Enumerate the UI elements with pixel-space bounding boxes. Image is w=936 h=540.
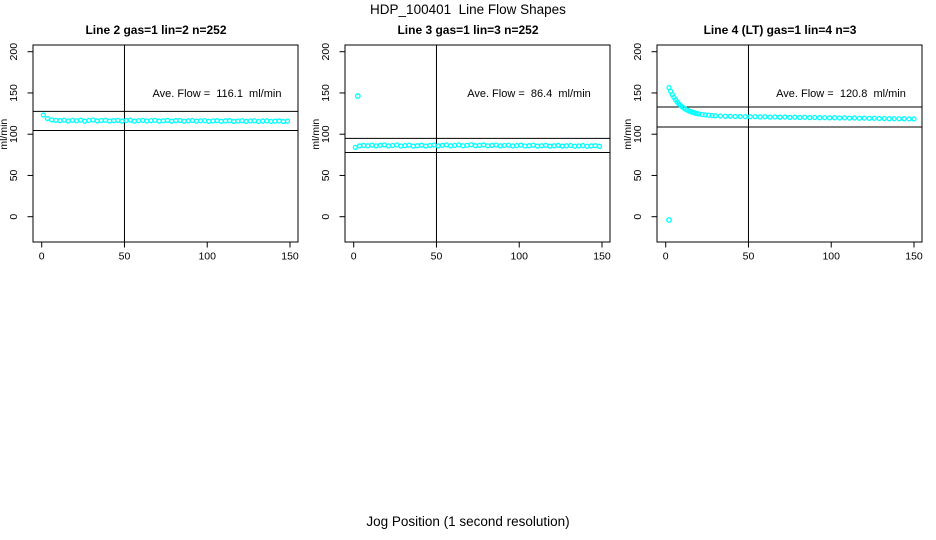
svg-text:0: 0	[320, 214, 332, 220]
reference-lines	[33, 45, 298, 242]
svg-text:100: 100	[8, 125, 20, 143]
x-axis: 0 50 100 150	[39, 242, 299, 263]
svg-text:0: 0	[351, 251, 357, 263]
svg-text:50: 50	[320, 169, 332, 181]
subplot-line2-plot-area: 0 50 100 150 0 50 100 150 200 ml/min	[0, 43, 299, 263]
svg-text:100: 100	[198, 251, 216, 263]
data-points	[40, 112, 291, 125]
reference-lines	[345, 45, 610, 242]
subplot-line2: 0 50 100 150 0 50 100 150 200 ml/min Line 2 gas=1…	[0, 0, 312, 270]
svg-text:150: 150	[281, 251, 299, 263]
svg-text:100: 100	[320, 125, 332, 143]
y-axis-title: ml/min	[624, 119, 634, 150]
svg-text:50: 50	[632, 169, 644, 181]
subplot-line4: 0 50 100 150 0 50 100 150 200 ml/min Line 4 (LT) …	[624, 0, 936, 270]
reference-lines	[657, 45, 922, 242]
svg-text:150: 150	[905, 251, 923, 263]
plot-box	[32, 44, 299, 243]
subplot-line4-plot-area: 0 50 100 150 0 50 100 150 200 ml/min	[624, 43, 923, 263]
svg-text:100: 100	[632, 125, 644, 143]
svg-text:50: 50	[431, 251, 443, 263]
svg-text:0: 0	[663, 251, 669, 263]
outlier-point	[354, 93, 361, 99]
figure-title: HDP_100401 Line Flow Shapes	[370, 2, 566, 17]
svg-text:150: 150	[8, 84, 20, 102]
svg-text:200: 200	[320, 43, 332, 61]
subplot-line3-title: Line 3 gas=1 lin=3 n=252	[397, 23, 539, 37]
plot-box	[344, 44, 611, 243]
y-axis: 0 50 100 150 200	[632, 43, 657, 220]
svg-text:100: 100	[822, 251, 840, 263]
svg-text:150: 150	[593, 251, 611, 263]
svg-text:200: 200	[632, 43, 644, 61]
subplot-line2-title: Line 2 gas=1 lin=2 n=252	[85, 23, 227, 37]
subplot-line4-ave-flow-label: Ave. Flow = 120.8 ml/min	[776, 88, 906, 100]
subplot-line2-ave-flow-label: Ave. Flow = 116.1 ml/min	[152, 88, 282, 100]
svg-text:100: 100	[510, 251, 528, 263]
svg-text:0: 0	[8, 214, 20, 220]
svg-text:150: 150	[320, 84, 332, 102]
y-axis-title: ml/min	[0, 119, 10, 150]
plot-box	[656, 44, 923, 243]
y-axis-title: ml/min	[312, 119, 322, 150]
outlier-point	[666, 217, 672, 223]
x-axis: 0 50 100 150	[663, 242, 923, 263]
svg-text:50: 50	[8, 169, 20, 181]
subplot-line3: 0 50 100 150 0 50 100 150 200 ml/min Line 3 gas=1…	[312, 0, 624, 270]
svg-text:200: 200	[8, 43, 20, 61]
svg-text:50: 50	[743, 251, 755, 263]
x-axis: 0 50 100 150	[351, 242, 611, 263]
svg-text:150: 150	[632, 84, 644, 102]
subplot-line3-ave-flow-label: Ave. Flow = 86.4 ml/min	[467, 88, 591, 100]
svg-text:0: 0	[632, 214, 644, 220]
data-points	[666, 84, 917, 223]
data-points	[352, 93, 603, 151]
y-axis: 0 50 100 150 200	[8, 43, 33, 220]
svg-text:0: 0	[39, 251, 45, 263]
subplot-line3-plot-area: 0 50 100 150 0 50 100 150 200 ml/min	[312, 43, 611, 263]
svg-text:50: 50	[119, 251, 131, 263]
y-axis: 0 50 100 150 200	[320, 43, 345, 220]
subplot-line4-title: Line 4 (LT) gas=1 lin=4 n=3	[703, 23, 857, 37]
x-axis-title: Jog Position (1 second resolution)	[366, 514, 570, 529]
